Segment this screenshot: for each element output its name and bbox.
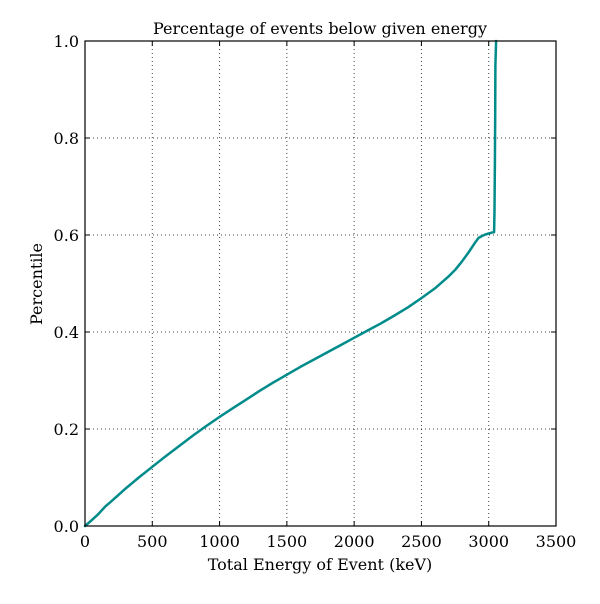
x-tick-label: 1500 xyxy=(266,532,307,551)
series-layer xyxy=(83,39,498,528)
x-tick-label: 2500 xyxy=(401,532,442,551)
y-tick-label: 1.0 xyxy=(54,32,79,51)
x-tick-labels: 0 500 1000 1500 2000 2500 3000 3500 xyxy=(80,532,576,551)
tick-marks xyxy=(84,40,557,527)
y-tick-label: 0.8 xyxy=(54,129,79,148)
y-tick-labels: 0.0 0.2 0.4 0.6 0.8 1.0 xyxy=(54,32,79,536)
plot-frame xyxy=(84,40,557,527)
x-tick-label: 0 xyxy=(80,532,90,551)
y-tick-label: 0.0 xyxy=(54,517,79,536)
x-tick-label: 3000 xyxy=(468,532,509,551)
y-tick-label: 0.6 xyxy=(54,226,79,245)
x-tick-label: 1000 xyxy=(199,532,240,551)
x-tick-label: 2000 xyxy=(334,532,375,551)
x-tick-label: 3500 xyxy=(536,532,577,551)
series-line xyxy=(83,39,498,528)
x-tick-label: 500 xyxy=(137,532,168,551)
chart-title: Percentage of events below given energy xyxy=(153,19,487,38)
y-tick-label: 0.2 xyxy=(54,420,79,439)
x-axis-label: Total Energy of Event (keV) xyxy=(208,555,433,574)
grid-lines xyxy=(85,41,556,526)
y-tick-label: 0.4 xyxy=(54,323,79,342)
y-axis-label: Percentile xyxy=(27,243,46,325)
